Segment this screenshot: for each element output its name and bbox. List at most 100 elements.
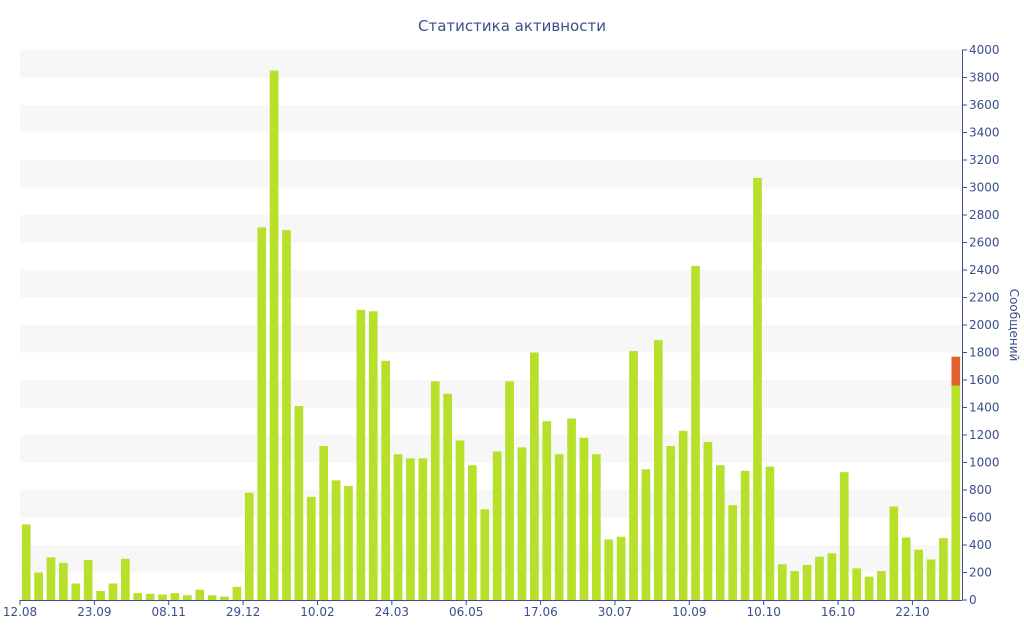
- y-ticks: 0 200 400 600 800 1000 1200 1400 1600 1800 2000 220…: [962, 43, 1000, 607]
- bar-extra-segment: [951, 356, 961, 386]
- bar: [145, 593, 155, 600]
- bar: [542, 421, 552, 600]
- grid-band: [20, 50, 962, 78]
- bar: [282, 230, 291, 600]
- bar: [827, 553, 837, 600]
- bar: [220, 596, 229, 600]
- bar: [530, 352, 539, 600]
- y-tick-label: 0: [969, 593, 977, 607]
- bar: [852, 568, 861, 600]
- x-ticks: 12.08 23.09 08.11 29.12 10.02 24.03 06.05 17.06…: [3, 600, 930, 619]
- grid-band: [20, 105, 962, 133]
- x-tick-label: 08.11: [152, 605, 186, 619]
- x-tick-label: 16.10: [821, 605, 855, 619]
- bar: [703, 441, 713, 600]
- bar: [889, 506, 899, 600]
- bar: [368, 311, 378, 600]
- bar: [616, 536, 626, 600]
- bar: [951, 385, 961, 600]
- bar: [443, 393, 452, 600]
- y-tick-label: 1200: [969, 428, 1000, 442]
- bar: [579, 437, 589, 600]
- bar: [21, 524, 31, 600]
- bar: [641, 469, 651, 600]
- x-tick-label: 12.08: [3, 605, 37, 619]
- bar: [430, 381, 440, 600]
- bar: [96, 591, 105, 600]
- bar: [691, 265, 700, 600]
- bar: [393, 454, 403, 600]
- bar: [939, 538, 948, 600]
- y-tick-label: 1000: [969, 456, 1000, 470]
- bar: [71, 583, 81, 600]
- x-tick-label: 30.07: [598, 605, 632, 619]
- grid-band: [20, 380, 962, 408]
- bar: [244, 492, 254, 600]
- bar: [158, 594, 167, 600]
- bar: [901, 537, 911, 600]
- x-tick-label: 23.09: [77, 605, 111, 619]
- bar: [753, 177, 762, 600]
- bar: [468, 465, 477, 600]
- bar: [567, 418, 576, 600]
- bar: [121, 558, 130, 600]
- y-tick-label: 2600: [969, 236, 1000, 250]
- x-tick-label: 06.05: [449, 605, 483, 619]
- bar: [517, 447, 527, 600]
- bar: [740, 470, 750, 600]
- bar: [480, 509, 490, 600]
- bar: [182, 595, 192, 600]
- bar: [257, 227, 267, 600]
- bar: [492, 451, 502, 600]
- bar: [232, 586, 242, 600]
- y-axis-title: Сообщений: [1007, 289, 1021, 362]
- bar: [46, 557, 56, 600]
- bar: [653, 340, 663, 600]
- bar: [715, 465, 725, 600]
- y-tick-label: 1600: [969, 373, 1000, 387]
- y-tick-label: 2000: [969, 318, 1000, 332]
- bar: [319, 446, 329, 600]
- bar: [207, 595, 217, 600]
- bar: [790, 571, 800, 600]
- grid-band: [20, 270, 962, 298]
- bar: [839, 472, 849, 600]
- bar: [765, 466, 775, 600]
- y-tick-label: 3000: [969, 181, 1000, 195]
- bar: [777, 564, 787, 600]
- y-tick-label: 200: [969, 566, 992, 580]
- bar: [356, 309, 366, 600]
- grid-band: [20, 215, 962, 243]
- bar: [170, 593, 180, 600]
- bar: [331, 480, 341, 600]
- bar: [195, 589, 205, 600]
- bar: [877, 571, 886, 600]
- bar: [678, 430, 688, 600]
- grid-band: [20, 325, 962, 353]
- bar: [629, 351, 638, 600]
- bar: [554, 454, 564, 600]
- bar: [381, 360, 390, 600]
- bar: [455, 440, 465, 600]
- bar: [815, 556, 824, 600]
- y-tick-label: 1400: [969, 401, 1000, 415]
- x-tick-label: 29.12: [226, 605, 260, 619]
- y-tick-label: 2200: [969, 291, 1000, 305]
- y-tick-label: 800: [969, 483, 992, 497]
- x-tick-label: 22.10: [895, 605, 929, 619]
- y-tick-label: 3400: [969, 126, 1000, 140]
- bar: [802, 564, 812, 600]
- bar: [306, 496, 316, 600]
- y-tick-label: 400: [969, 538, 992, 552]
- bar: [728, 505, 738, 600]
- bar: [604, 539, 614, 600]
- grid-band: [20, 490, 962, 518]
- bar: [294, 406, 304, 600]
- bar: [505, 381, 514, 600]
- bar: [269, 70, 279, 600]
- y-tick-label: 2800: [969, 208, 1000, 222]
- bar: [34, 572, 43, 600]
- chart-title: Статистика активности: [418, 17, 606, 35]
- bar: [418, 458, 428, 600]
